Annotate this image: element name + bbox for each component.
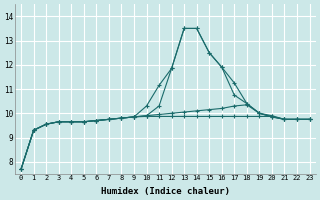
X-axis label: Humidex (Indice chaleur): Humidex (Indice chaleur) bbox=[101, 187, 230, 196]
